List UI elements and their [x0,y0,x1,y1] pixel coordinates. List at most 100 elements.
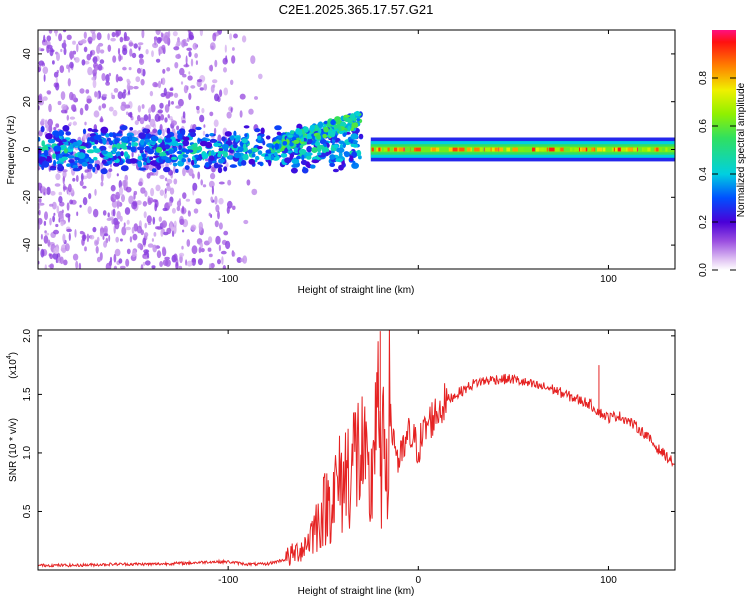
noise-mark [131,151,134,158]
spectrogram-x-label: Height of straight line (km) [298,285,415,296]
noise-mark [242,255,248,264]
noise-mark [128,42,134,47]
carrier-mark [588,147,594,152]
noise-mark [67,213,71,223]
noise-mark [84,121,87,126]
band-mark [348,139,354,143]
noise-mark [199,87,204,91]
noise-mark [176,125,180,131]
noise-mark [165,259,171,267]
band-mark [221,136,226,142]
noise-mark [157,109,163,114]
noise-mark [38,222,41,230]
noise-mark [52,252,59,260]
band-mark [201,152,209,159]
band-mark [228,149,235,153]
noise-mark [190,58,194,67]
noise-mark [139,117,145,125]
band-mark [237,146,244,153]
noise-mark [152,128,158,133]
band-mark [218,148,224,152]
noise-mark [164,104,170,113]
noise-mark [141,30,145,39]
band-mark [123,151,129,158]
noise-mark [181,39,186,48]
band-mark [217,167,223,174]
noise-mark [60,221,64,227]
noise-mark [233,33,238,39]
band-mark [115,151,122,158]
noise-mark [38,202,41,210]
noise-mark [49,253,54,260]
noise-mark [66,64,70,70]
noise-mark [199,242,203,249]
noise-mark [192,42,198,50]
band-mark [161,156,169,160]
noise-mark [124,207,131,215]
noise-mark [119,265,126,269]
noise-mark [212,79,218,84]
noise-mark [125,226,131,231]
band-mark [120,165,129,172]
carrier-mark [478,147,482,152]
band-mark [350,143,355,147]
band-mark [210,150,215,156]
noise-mark [107,212,110,218]
noise-mark [222,265,227,269]
noise-mark [152,81,158,88]
snr-frame [37,329,676,571]
band-mark [270,154,275,161]
noise-mark [171,207,176,214]
noise-mark [125,186,132,193]
branch-mark [274,143,280,150]
band-mark [310,164,316,169]
noise-mark [191,245,198,255]
carrier-mark [536,147,539,152]
noise-mark [251,188,258,196]
band-mark [138,167,147,171]
noise-mark [135,76,141,83]
noise-mark [199,114,205,123]
noise-mark [186,37,190,42]
noise-mark [110,92,113,96]
band-mark [193,158,198,165]
noise-mark [79,107,84,116]
noise-mark [94,239,99,247]
noise-mark [138,47,141,51]
band-mark [112,147,118,153]
band-mark [208,155,215,161]
band-mark [223,166,228,172]
colorbar-tick-label: 0.6 [698,119,709,133]
noise-mark [128,195,134,205]
carrier-mark [383,147,388,152]
noise-mark [188,71,191,75]
x-tick-label: -100 [218,575,238,586]
carrier-mark [549,147,555,152]
y-tick-label: 1.5 [22,387,33,401]
band-mark [43,145,49,152]
noise-mark [119,36,124,43]
noise-mark [136,67,142,74]
noise-mark [63,47,67,56]
noise-mark [111,31,116,38]
band-mark [265,135,271,140]
noise-mark [92,56,98,64]
band-mark [241,138,248,144]
band-mark [93,134,102,141]
noise-mark [231,251,236,257]
noise-mark [173,253,178,261]
noise-mark [92,79,97,89]
carrier-mark [432,147,438,152]
noise-mark [69,61,74,69]
carrier-mark [489,147,493,152]
noise-mark [115,30,121,37]
noise-mark [46,90,52,95]
noise-mark [166,227,172,235]
noise-mark [84,246,87,252]
band-mark [243,125,250,129]
noise-mark [197,171,201,180]
band-mark [137,160,143,168]
noise-mark [96,32,102,41]
noise-mark [157,80,162,89]
band-mark [171,156,178,161]
